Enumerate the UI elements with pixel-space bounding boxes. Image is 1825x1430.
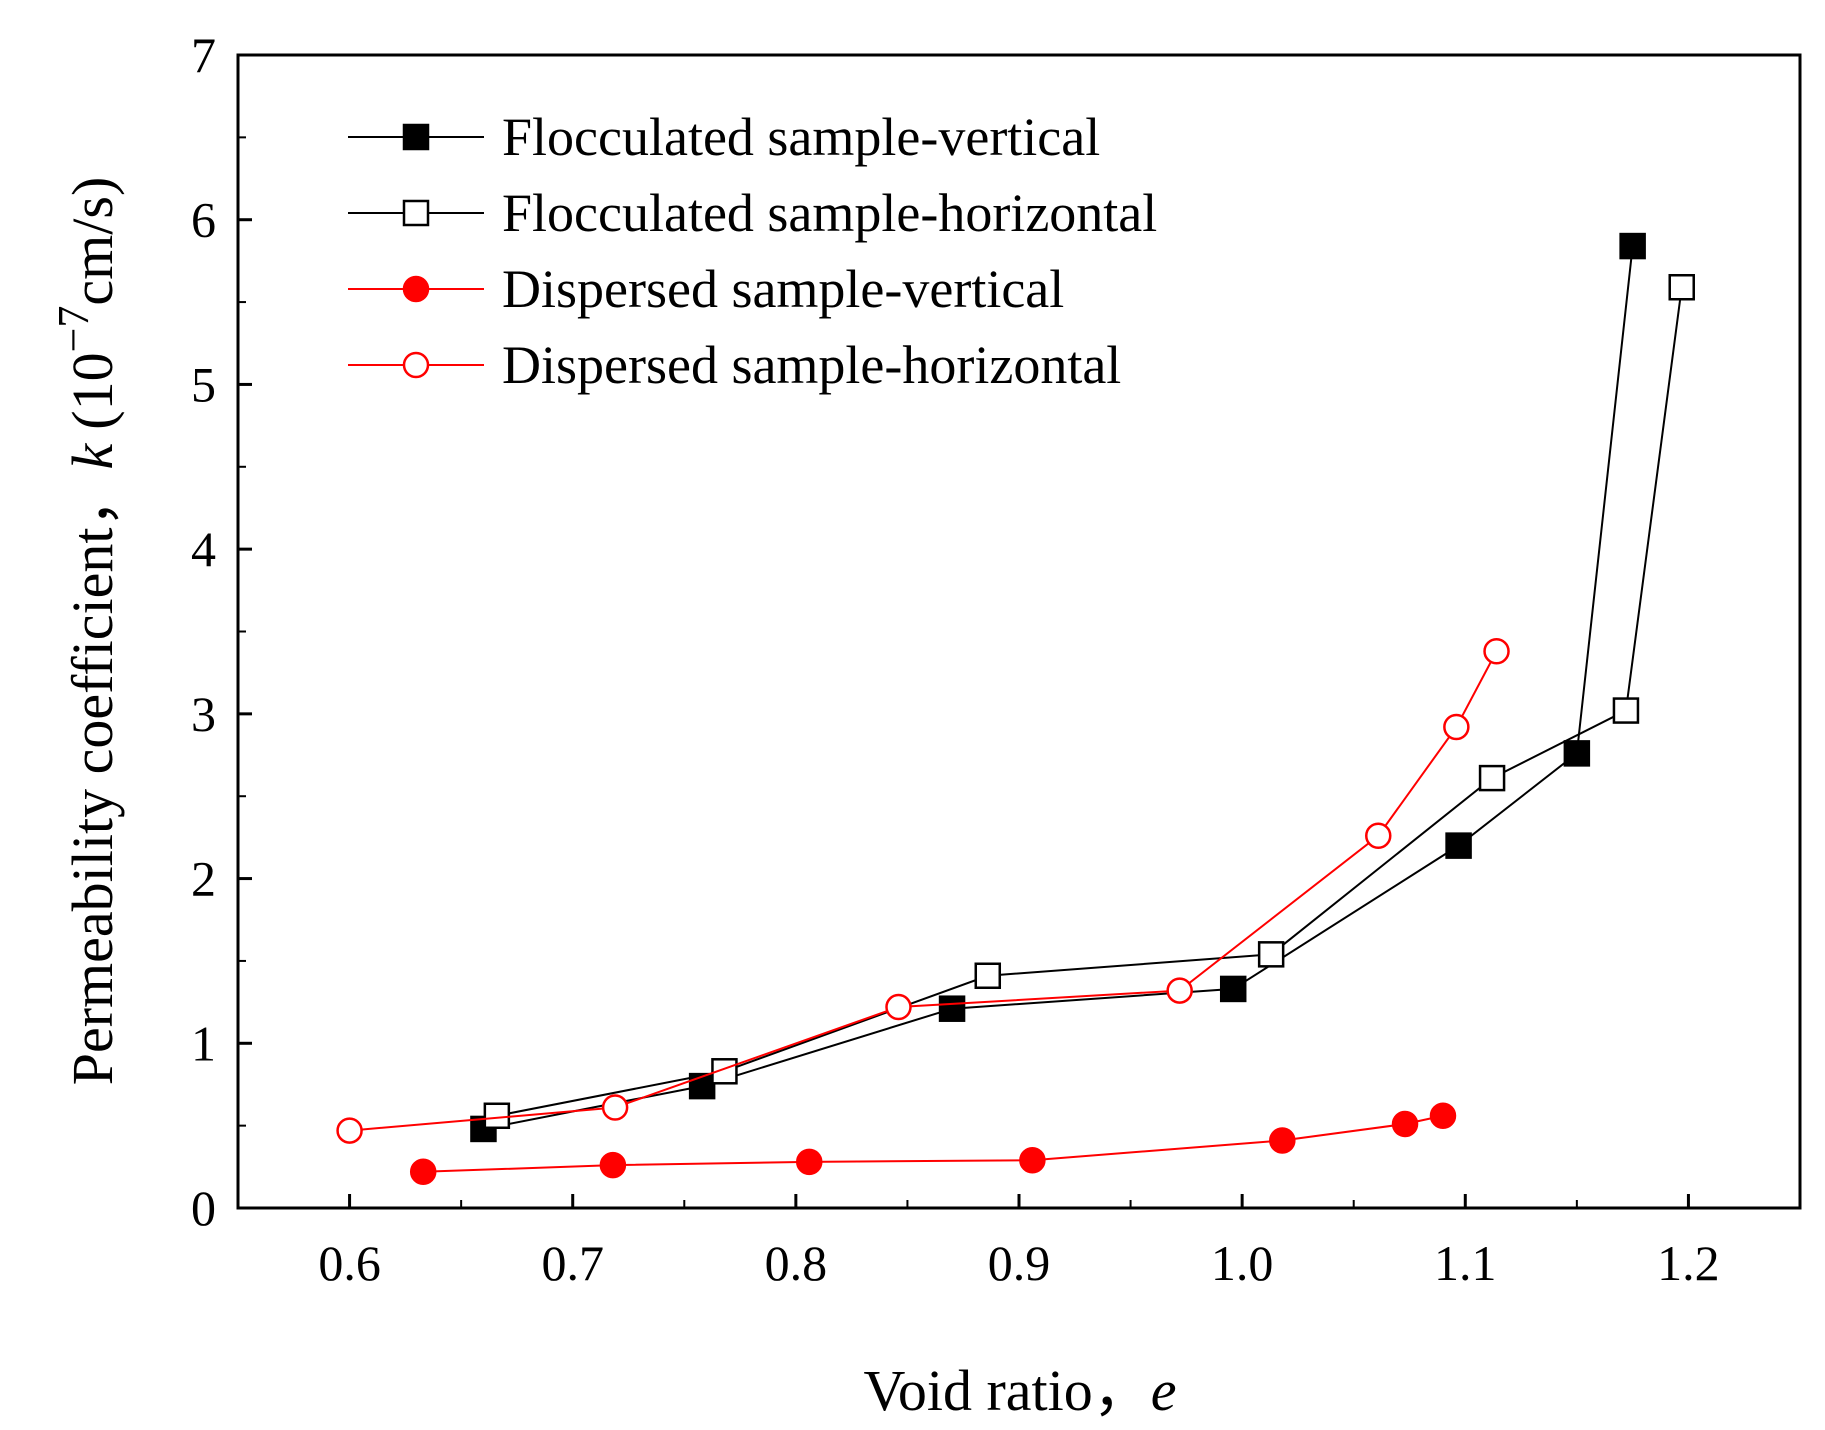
- y-tick-label-5: 5: [191, 356, 216, 412]
- x-tick-label-0: 0.6: [318, 1235, 381, 1291]
- data-point-1-0: [483, 1102, 511, 1130]
- y-axis-unit-open: (10: [60, 352, 125, 429]
- y-tick-label-1: 1: [191, 1015, 216, 1071]
- legend-label-2: Dispersed sample-vertical: [502, 259, 1064, 319]
- y-axis-variable: k: [60, 442, 125, 469]
- legend-marker-3: [402, 351, 430, 379]
- y-tick-label-6: 6: [191, 192, 216, 248]
- data-point-1-2: [974, 962, 1002, 990]
- x-axis-variable: e: [1151, 1358, 1177, 1423]
- x-axis-title: Void ratio，e: [863, 1358, 1176, 1423]
- series-2: [409, 1102, 1457, 1186]
- legend-label-0: Flocculated sample-vertical: [502, 107, 1100, 167]
- data-point-1-6: [1668, 273, 1695, 301]
- data-point-3-0: [336, 1117, 363, 1144]
- legend-marker-0: [402, 123, 430, 151]
- legend-label-1: Flocculated sample-horizontal: [502, 183, 1157, 243]
- legend-item-3: Dispersed sample-horizontal: [348, 335, 1121, 395]
- legend: Flocculated sample-vertical Flocculated s…: [348, 107, 1157, 395]
- legend-marker-1: [402, 199, 430, 227]
- legend-item-1: Flocculated sample-horizontal: [348, 183, 1157, 243]
- x-axis: 0.6 0.7 0.8 0.9 1.0 1.1 1.2: [318, 1194, 1720, 1291]
- data-point-0-6: [1619, 232, 1646, 260]
- x-tick-label-2: 0.8: [765, 1235, 828, 1291]
- data-point-3-5: [1443, 713, 1470, 741]
- data-point-0-2: [938, 995, 966, 1022]
- data-point-2-3: [1019, 1146, 1046, 1174]
- data-point-2-4: [1269, 1127, 1296, 1154]
- y-tick-label-4: 4: [191, 521, 216, 577]
- legend-item-2: Dispersed sample-vertical: [348, 259, 1064, 319]
- series-0: [470, 232, 1646, 1143]
- y-tick-label-0: 0: [191, 1180, 216, 1236]
- data-point-2-6: [1429, 1102, 1457, 1130]
- x-axis-label-text: Void ratio，: [863, 1358, 1150, 1423]
- data-point-1-3: [1257, 941, 1285, 968]
- y-axis: 0 1 2 3 4 5 6 7: [191, 27, 252, 1236]
- x-tick-label-3: 0.9: [988, 1235, 1051, 1291]
- data-point-3-4: [1365, 822, 1392, 849]
- legend-label-3: Dispersed sample-horizontal: [502, 335, 1121, 395]
- data-point-1-5: [1612, 697, 1640, 724]
- data-point-2-5: [1391, 1110, 1419, 1138]
- series-line-1: [496, 287, 1683, 1117]
- y-tick-label-7: 7: [191, 27, 216, 83]
- x-tick-label-4: 1.0: [1211, 1235, 1274, 1291]
- y-axis-unit-exponent: −7: [49, 306, 98, 353]
- series-3: [336, 638, 1510, 1144]
- y-axis-title: Permeability coefficient，k (10−7cm/s): [49, 177, 125, 1086]
- data-point-2-2: [795, 1148, 823, 1176]
- series-line-3: [349, 650, 1498, 1132]
- data-point-0-5: [1563, 740, 1591, 767]
- data-point-1-4: [1478, 764, 1506, 792]
- x-tick-label-5: 1.1: [1434, 1235, 1497, 1291]
- series-layer: [336, 232, 1695, 1186]
- legend-marker-2: [402, 275, 430, 303]
- data-point-3-3: [1166, 977, 1193, 1004]
- data-point-0-3: [1219, 975, 1247, 1003]
- y-axis-unit-close: cm/s): [60, 177, 125, 306]
- plot-area: [236, 53, 1802, 1210]
- x-tick-label-1: 0.7: [541, 1235, 604, 1291]
- data-point-3-2: [885, 993, 912, 1021]
- y-tick-label-2: 2: [191, 851, 216, 907]
- y-axis-label-text: Permeability coefficient，: [60, 469, 125, 1085]
- x-tick-label-6: 1.2: [1657, 1235, 1720, 1291]
- data-point-2-0: [409, 1158, 437, 1186]
- series-1: [483, 273, 1695, 1130]
- y-tick-label-3: 3: [191, 686, 216, 742]
- data-point-3-1: [601, 1094, 629, 1121]
- data-point-2-1: [599, 1151, 627, 1179]
- data-point-0-4: [1445, 832, 1472, 859]
- legend-item-0: Flocculated sample-vertical: [348, 107, 1100, 167]
- data-point-3-6: [1483, 638, 1510, 665]
